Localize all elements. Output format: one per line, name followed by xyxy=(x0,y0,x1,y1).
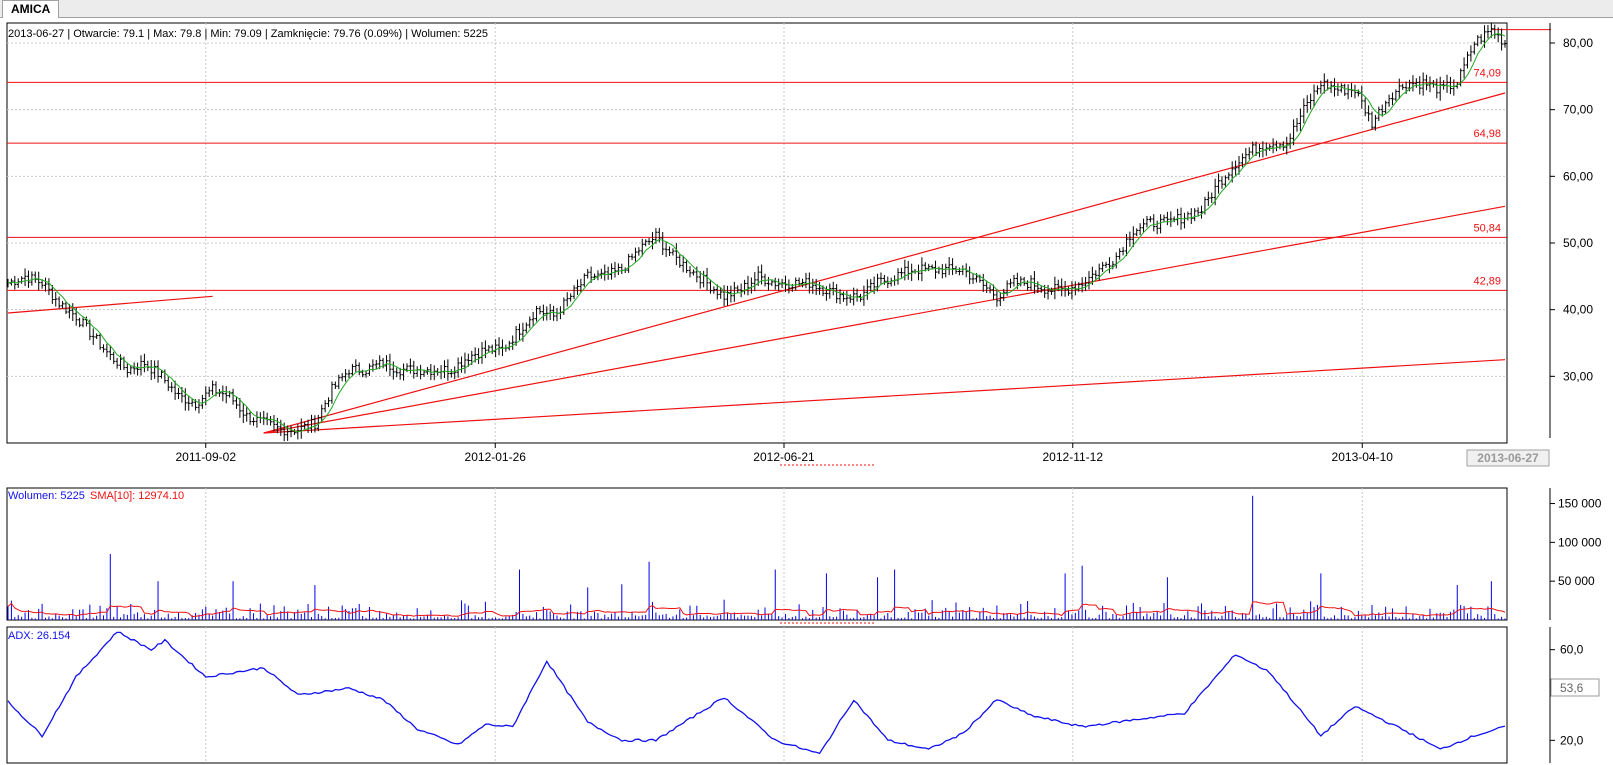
tab-amica[interactable]: AMICA xyxy=(2,0,60,18)
price-info-text: 2013-06-27 | Otwarcie: 79.1 | Max: 79.8 … xyxy=(8,28,488,40)
trend-line xyxy=(263,92,1506,434)
adx-line xyxy=(7,631,1506,755)
adx-y-tick-label: 60,0 xyxy=(1560,643,1584,657)
volume-label: Wolumen: 5225 xyxy=(8,490,85,502)
moving-average-line xyxy=(7,33,1506,433)
volume-sma-line xyxy=(7,601,1506,618)
volume-frame xyxy=(6,487,1508,621)
price-x-tick-label: 2011-09-02 xyxy=(176,450,237,464)
volume-grid xyxy=(205,488,1363,620)
volume-bars xyxy=(7,495,1506,620)
price-y-tick-label: 30,00 xyxy=(1563,369,1593,383)
price-x-tick-label: 2013-04-10 xyxy=(1332,450,1394,464)
price-y-tick-label: 40,00 xyxy=(1563,303,1593,317)
adx-cursor-box: 53,6 xyxy=(1550,678,1600,697)
tab-label: AMICA xyxy=(11,2,51,16)
price-panel: 74,09 64,98 50,84 42,89 2013-06-27 | Otwarc… xyxy=(6,22,1593,467)
price-y-tick-label: 50,00 xyxy=(1563,236,1593,250)
adx-y-axis: 60,0 20,0 xyxy=(1549,627,1584,763)
level-label: 50,84 xyxy=(1473,222,1501,234)
price-y-tick-label: 70,00 xyxy=(1563,103,1593,117)
trend-line xyxy=(263,359,1506,434)
price-y-tick-label: 60,00 xyxy=(1563,169,1593,183)
adx-frame xyxy=(6,626,1508,764)
trend-line xyxy=(7,295,213,314)
price-y-tick-label: 80,00 xyxy=(1563,36,1593,50)
price-x-axis: 2011-09-02 2012-01-26 2012-06-21 2012-11-12… xyxy=(176,443,1394,464)
tab-bar: AMICA xyxy=(0,0,1613,18)
adx-grid xyxy=(205,627,1363,763)
level-label: 42,89 xyxy=(1473,275,1501,287)
volume-y-tick-label: 50 000 xyxy=(1558,574,1595,588)
adx-panel: ADX: 26.154 60,0 20,0 53,6 xyxy=(6,626,1600,764)
volume-sma-label: SMA[10]: 12974.10 xyxy=(90,490,184,502)
chart-area[interactable]: 74,09 64,98 50,84 42,89 2013-06-27 | Otwarc… xyxy=(0,18,1613,765)
volume-y-axis: 150 000 100 000 50 000 xyxy=(1549,488,1602,620)
volume-y-tick-label: 150 000 xyxy=(1558,497,1602,511)
volume-y-tick-label: 100 000 xyxy=(1558,535,1602,549)
price-y-axis: 80,00 70,00 60,00 50,00 40,00 30,00 xyxy=(1549,23,1593,438)
cursor-date-box: 2013-06-27 xyxy=(1466,449,1550,467)
price-levels: 74,09 64,98 50,84 42,89 xyxy=(7,29,1551,434)
adx-y-tick-label: 20,0 xyxy=(1560,733,1584,747)
price-x-tick-label: 2012-06-21 xyxy=(753,450,815,464)
level-label: 64,98 xyxy=(1473,128,1501,140)
price-bars xyxy=(6,22,1507,442)
level-label: 74,09 xyxy=(1473,67,1501,79)
adx-label: ADX: 26.154 xyxy=(8,630,70,642)
adx-cursor-value: 53,6 xyxy=(1560,681,1584,695)
trend-line xyxy=(263,205,1506,434)
price-x-tick-label: 2012-01-26 xyxy=(465,450,527,464)
volume-panel: Wolumen: 5225 SMA[10]: 12974.10 150 0001… xyxy=(6,487,1602,624)
price-x-tick-label: 2012-11-12 xyxy=(1043,450,1104,464)
cursor-date-label: 2013-06-27 xyxy=(1477,451,1539,465)
price-frame xyxy=(6,22,1508,444)
